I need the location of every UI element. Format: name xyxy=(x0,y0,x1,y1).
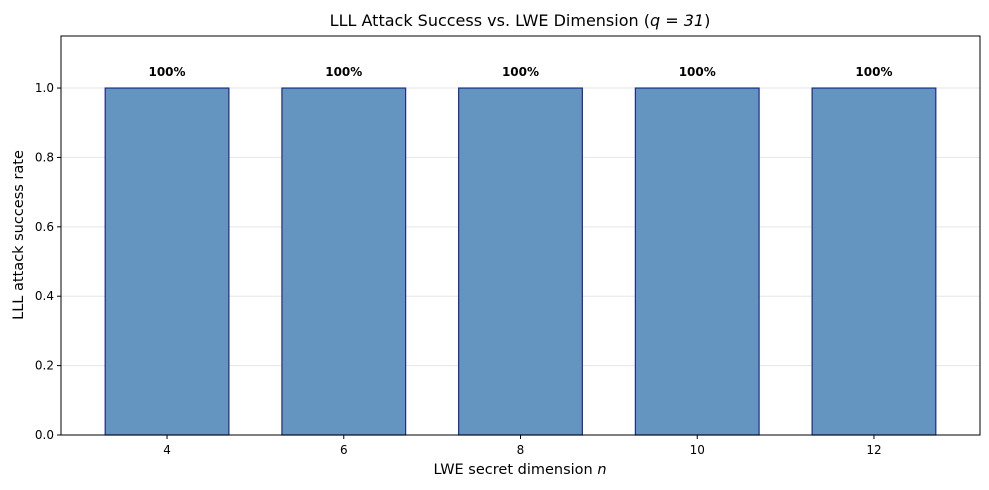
x-tick-label: 12 xyxy=(866,443,881,457)
bar-value-label: 100% xyxy=(148,65,185,79)
bar xyxy=(811,87,937,436)
bars xyxy=(104,87,937,436)
bar-value-label: 100% xyxy=(325,65,362,79)
bar xyxy=(104,87,230,436)
x-axis-label: LWE secret dimension n xyxy=(433,462,606,478)
bar xyxy=(281,87,407,436)
y-tick-label: 0.2 xyxy=(35,359,54,373)
bar xyxy=(458,87,583,436)
x-tick-label: 6 xyxy=(340,443,348,457)
y-tick-label: 0.4 xyxy=(35,289,54,303)
chart-title-math: q = 31 xyxy=(650,11,704,30)
chart-title-end: ) xyxy=(704,11,710,30)
bar-value-label: 100% xyxy=(679,65,716,79)
x-tick-label: 10 xyxy=(690,443,705,457)
y-axis-label: LLL attack success rate xyxy=(11,150,27,320)
y-tick-label: 0.6 xyxy=(35,220,54,234)
x-axis-label-math: n xyxy=(597,462,606,478)
x-axis-label-text: LWE secret dimension xyxy=(433,462,597,478)
data-labels: 100% 100% 100% 100% 100% xyxy=(148,65,892,79)
y-tick-label: 0.0 xyxy=(35,428,54,442)
y-tick-label: 0.8 xyxy=(35,150,54,164)
y-axis-ticks: 0.0 0.2 0.4 0.6 0.8 1.0 xyxy=(35,81,61,442)
x-tick-label: 4 xyxy=(163,443,171,457)
bar xyxy=(634,87,760,436)
y-tick-label: 1.0 xyxy=(35,81,54,95)
x-tick-label: 8 xyxy=(517,443,525,457)
bar-value-label: 100% xyxy=(502,65,539,79)
bar-value-label: 100% xyxy=(855,65,892,79)
chart-title-main: LLL Attack Success vs. LWE Dimension ( xyxy=(330,11,650,30)
chart-title: LLL Attack Success vs. LWE Dimension (q … xyxy=(330,11,711,30)
x-axis-ticks: 4 6 8 10 12 xyxy=(163,435,882,457)
